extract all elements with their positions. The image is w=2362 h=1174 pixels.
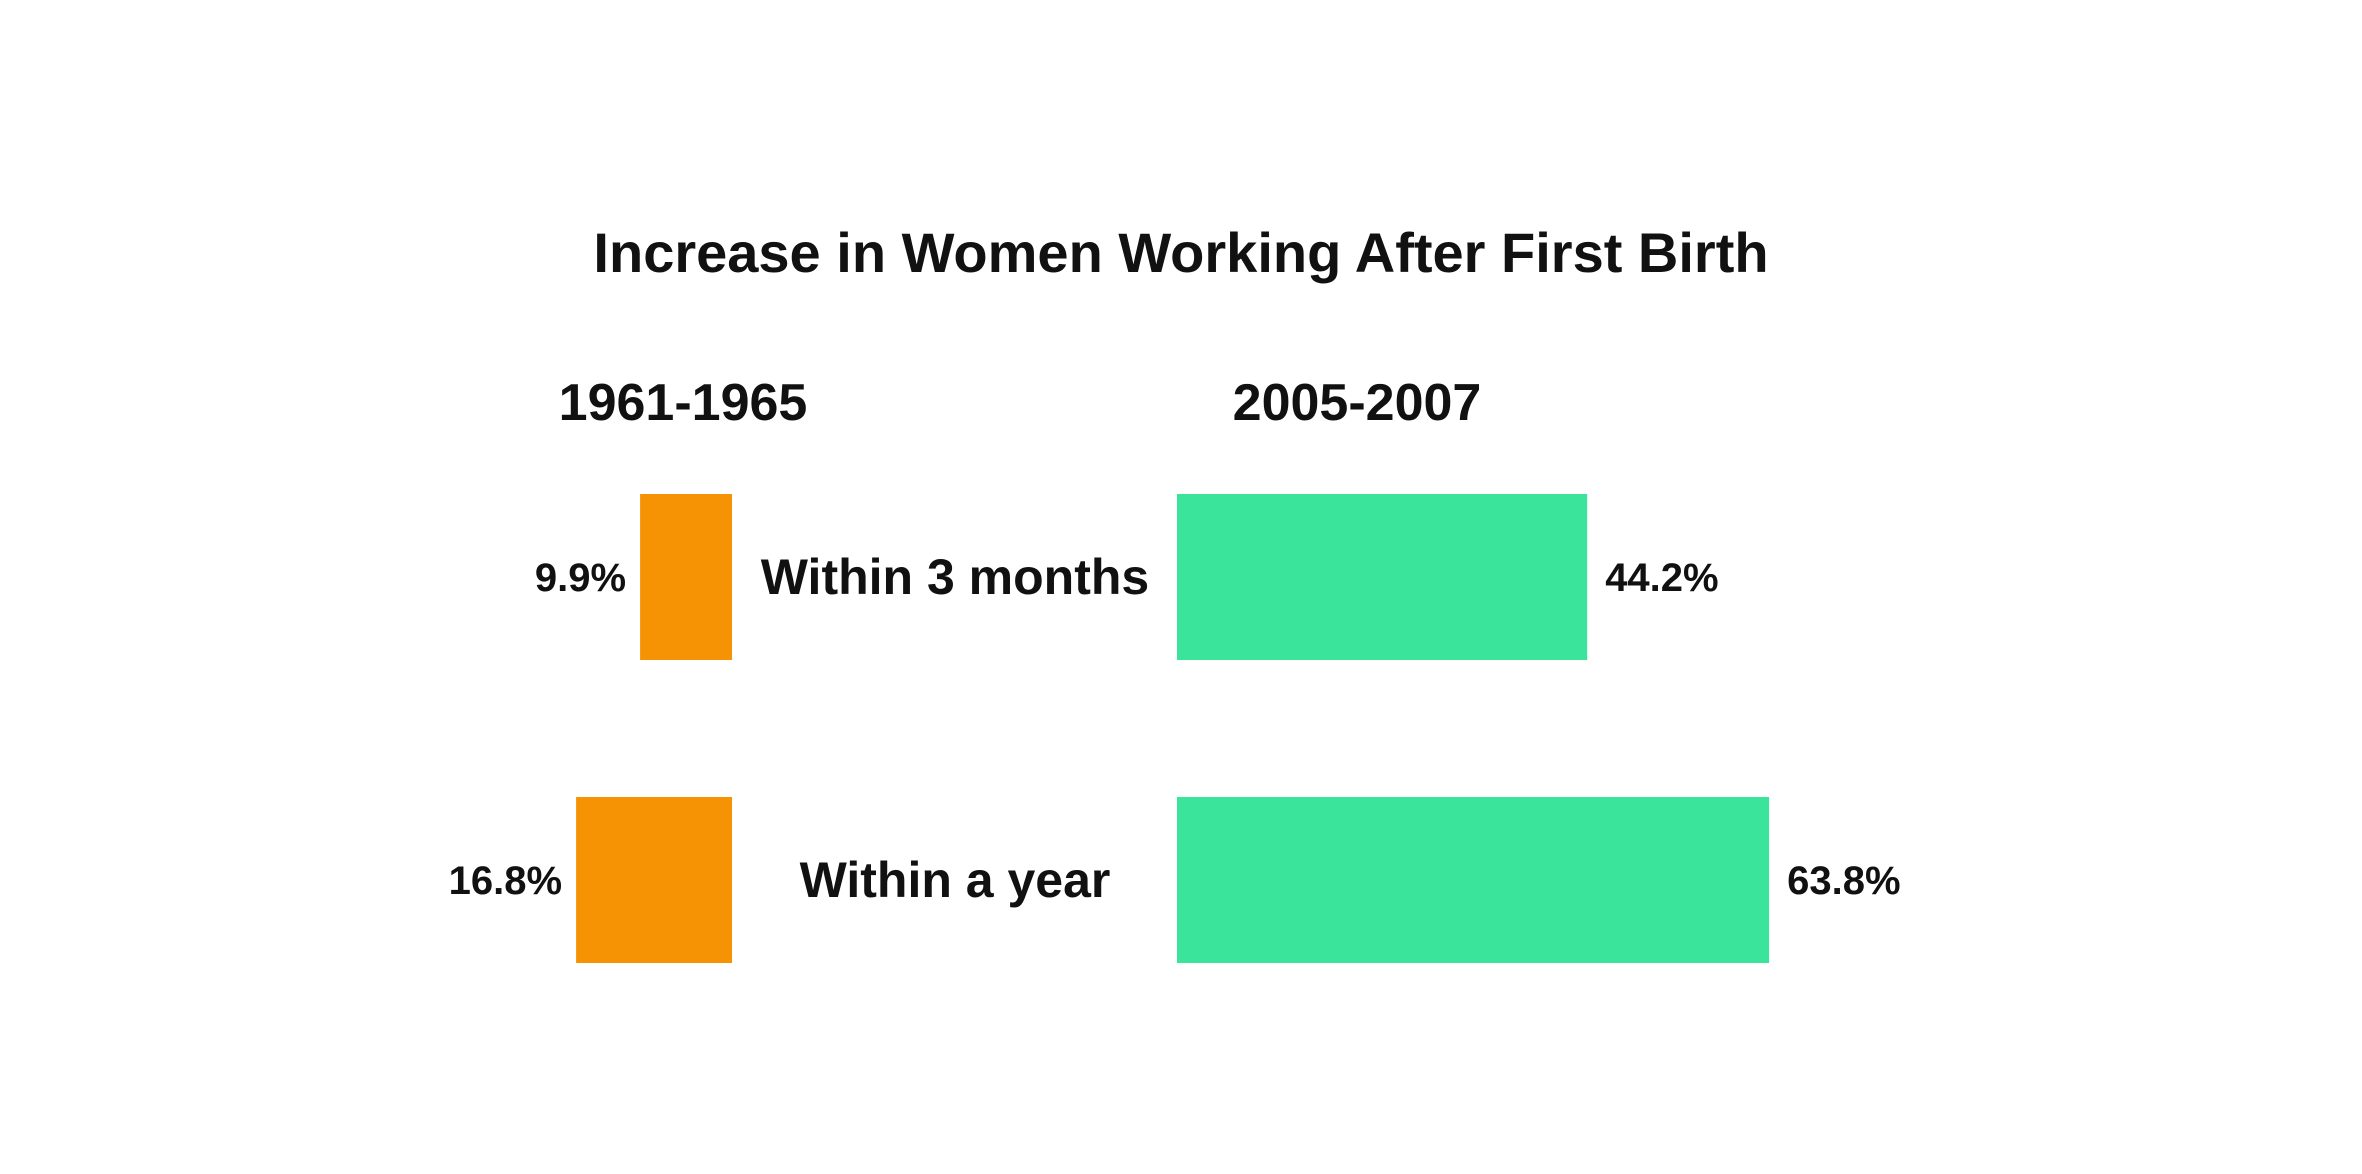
period-label-right: 2005-2007 xyxy=(1233,374,1482,432)
bar-1961-1965-1 xyxy=(576,797,732,963)
bar-2005-2007-0 xyxy=(1177,494,1588,660)
value-label-right-0: 44.2% xyxy=(1605,556,1718,600)
category-label-1: Within a year xyxy=(800,852,1111,908)
value-label-left-1: 16.8% xyxy=(449,859,562,903)
period-label-left: 1961-1965 xyxy=(559,374,808,432)
category-label-0: Within 3 months xyxy=(761,549,1149,605)
bar-2005-2007-1 xyxy=(1177,797,1770,963)
chart-title: Increase in Women Working After First Bi… xyxy=(593,221,1768,284)
value-label-left-0: 9.9% xyxy=(535,556,626,600)
bar-1961-1965-0 xyxy=(640,494,732,660)
bars-group: 9.9% 44.2% Within 3 months 16.8% 63.8% Within… xyxy=(449,494,1901,963)
value-label-right-1: 63.8% xyxy=(1787,859,1900,903)
